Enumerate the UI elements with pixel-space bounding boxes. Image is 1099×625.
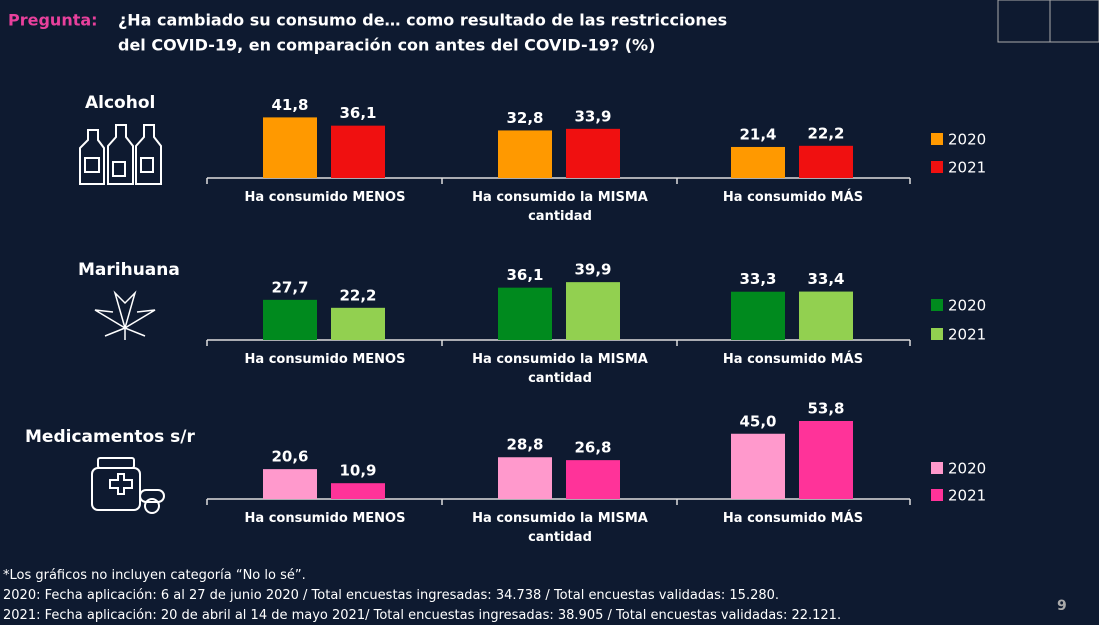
legend-label: 2021 (948, 326, 986, 344)
chart-title: Marihuana (78, 260, 180, 280)
legend-swatch (931, 489, 943, 501)
x-tick-label: Ha consumido MENOS (244, 511, 406, 526)
legend-swatch (931, 328, 943, 340)
x-tick-label: Ha consumido la MISMA cantidad (472, 352, 648, 386)
legend-label: 2020 (948, 460, 986, 478)
marihuana-icon (94, 290, 156, 340)
bar (263, 299, 317, 340)
legend-swatch (931, 462, 943, 474)
bar (731, 291, 785, 340)
title-line: ¿Ha cambiado su consumo de… como resulta… (118, 11, 727, 30)
pill-icon (91, 457, 165, 514)
logo-box (997, 0, 1099, 43)
legend-swatch (931, 161, 943, 173)
legend-label: 2020 (948, 131, 986, 149)
alcohol-icon (79, 124, 162, 185)
legend-swatch (931, 133, 943, 145)
bar (331, 125, 385, 178)
value-label: 10,9 (339, 462, 376, 480)
x-tick-label: Ha consumido MÁS (722, 511, 864, 526)
value-label: 20,6 (271, 448, 308, 466)
bar (498, 130, 552, 178)
bar (799, 420, 853, 499)
footnote: *Los gráficos no incluyen categoría “No … (3, 568, 306, 583)
x-tick-label: Ha consumido MENOS (244, 352, 406, 367)
value-label: 21,4 (739, 125, 776, 143)
value-label: 26,8 (574, 439, 611, 457)
bar (799, 145, 853, 178)
legend-label: 2020 (948, 297, 986, 315)
title-line: del COVID-19, en comparación con antes d… (118, 36, 655, 55)
chart-title: Alcohol (85, 93, 155, 113)
bar (731, 433, 785, 499)
bar (331, 483, 385, 499)
value-label: 39,9 (574, 261, 611, 279)
bar (498, 457, 552, 499)
value-label: 53,8 (807, 399, 844, 417)
bar (498, 287, 552, 340)
value-label: 33,9 (574, 107, 611, 125)
legend-label: 2021 (948, 487, 986, 505)
bar (566, 460, 620, 499)
value-label: 36,1 (506, 266, 543, 284)
value-label: 41,8 (271, 96, 308, 114)
legend-label: 2021 (948, 159, 986, 177)
bar (731, 146, 785, 178)
x-tick-label: Ha consumido MENOS (244, 190, 406, 205)
value-label: 32,8 (506, 109, 543, 127)
value-label: 36,1 (339, 104, 376, 122)
bar (263, 117, 317, 178)
value-label: 33,4 (807, 270, 844, 288)
value-label: 27,7 (271, 278, 308, 296)
bar (331, 307, 385, 340)
value-label: 45,0 (739, 412, 776, 430)
chart-title: Medicamentos s/r (25, 427, 196, 447)
bar (263, 469, 317, 499)
value-label: 22,2 (339, 286, 376, 304)
title-prefix: Pregunta: (8, 11, 98, 30)
bar (799, 291, 853, 340)
bar (566, 128, 620, 178)
bar (566, 282, 620, 340)
value-label: 22,2 (807, 124, 844, 142)
footnote: 2021: Fecha aplicación: 20 de abril al 1… (3, 608, 842, 623)
legend-swatch (931, 299, 943, 311)
x-tick-label: Ha consumido MÁS (722, 352, 864, 367)
page-number: 9 (1057, 598, 1067, 614)
x-tick-label: Ha consumido la MISMA cantidad (472, 511, 648, 545)
value-label: 33,3 (739, 270, 776, 288)
footnote: 2020: Fecha aplicación: 6 al 27 de junio… (3, 588, 780, 603)
x-tick-label: Ha consumido la MISMA cantidad (472, 190, 648, 224)
value-label: 28,8 (506, 436, 543, 454)
x-tick-label: Ha consumido MÁS (722, 190, 864, 205)
